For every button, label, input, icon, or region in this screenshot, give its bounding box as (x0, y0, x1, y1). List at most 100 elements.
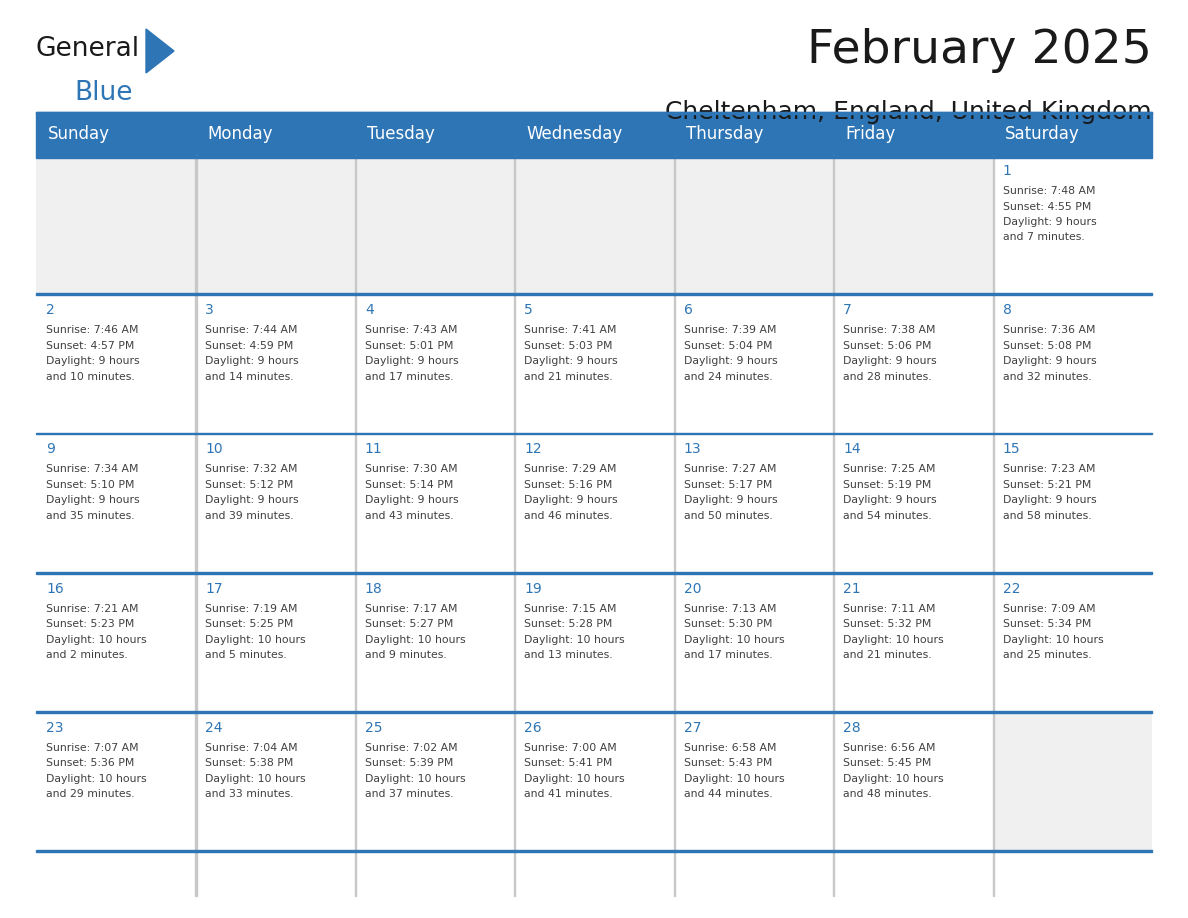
Text: Sunrise: 7:21 AM: Sunrise: 7:21 AM (46, 604, 139, 613)
Text: Sunset: 5:08 PM: Sunset: 5:08 PM (1003, 341, 1091, 351)
Text: Sunset: 5:36 PM: Sunset: 5:36 PM (46, 758, 134, 768)
Text: and 54 minutes.: and 54 minutes. (843, 511, 931, 521)
Text: Sunrise: 7:27 AM: Sunrise: 7:27 AM (684, 465, 776, 475)
Bar (196, 434, 355, 574)
Bar (514, 156, 516, 896)
Text: Sunrise: 7:29 AM: Sunrise: 7:29 AM (524, 465, 617, 475)
Text: Daylight: 9 hours: Daylight: 9 hours (524, 356, 618, 366)
Text: Sunset: 5:28 PM: Sunset: 5:28 PM (524, 619, 613, 629)
Text: Sunset: 5:01 PM: Sunset: 5:01 PM (365, 341, 454, 351)
Text: Daylight: 9 hours: Daylight: 9 hours (365, 496, 459, 506)
Text: and 35 minutes.: and 35 minutes. (46, 511, 134, 521)
Bar (36, 850, 1152, 852)
Text: 3: 3 (206, 303, 214, 318)
Text: Daylight: 10 hours: Daylight: 10 hours (843, 634, 943, 644)
Text: Sunrise: 7:00 AM: Sunrise: 7:00 AM (524, 743, 617, 753)
Bar (196, 296, 355, 434)
Text: Sunset: 5:41 PM: Sunset: 5:41 PM (524, 758, 613, 768)
Bar (36, 112, 1152, 114)
Text: Friday: Friday (845, 125, 896, 143)
Text: 10: 10 (206, 442, 223, 456)
Text: Cheltenham, England, United Kingdom: Cheltenham, England, United Kingdom (665, 100, 1152, 124)
Text: Sunset: 5:45 PM: Sunset: 5:45 PM (843, 758, 931, 768)
Text: 6: 6 (684, 303, 693, 318)
Text: and 28 minutes.: and 28 minutes. (843, 372, 931, 382)
Bar (355, 712, 514, 852)
Text: Daylight: 9 hours: Daylight: 9 hours (524, 496, 618, 506)
Bar (36, 296, 196, 434)
Bar (992, 296, 1152, 434)
Bar (514, 574, 674, 712)
Text: Blue: Blue (74, 80, 133, 106)
Text: and 46 minutes.: and 46 minutes. (524, 511, 613, 521)
Bar (355, 156, 356, 896)
Bar (514, 712, 674, 852)
Bar (196, 574, 355, 712)
Bar (196, 712, 355, 852)
Text: Sunrise: 7:30 AM: Sunrise: 7:30 AM (365, 465, 457, 475)
Text: Sunrise: 7:43 AM: Sunrise: 7:43 AM (365, 325, 457, 335)
Bar (36, 574, 196, 712)
Polygon shape (146, 29, 173, 73)
Bar (992, 156, 994, 896)
Text: Daylight: 9 hours: Daylight: 9 hours (46, 356, 140, 366)
Text: 14: 14 (843, 442, 861, 456)
Text: Daylight: 10 hours: Daylight: 10 hours (684, 774, 784, 784)
Text: and 39 minutes.: and 39 minutes. (206, 511, 295, 521)
Bar (355, 574, 514, 712)
Text: Saturday: Saturday (1005, 125, 1080, 143)
Bar (355, 434, 514, 574)
Text: and 10 minutes.: and 10 minutes. (46, 372, 134, 382)
Text: 24: 24 (206, 721, 223, 734)
Text: Sunrise: 7:41 AM: Sunrise: 7:41 AM (524, 325, 617, 335)
Bar (36, 572, 1152, 574)
Text: 20: 20 (684, 582, 701, 596)
Text: 18: 18 (365, 582, 383, 596)
Text: Sunrise: 7:44 AM: Sunrise: 7:44 AM (206, 325, 298, 335)
Bar (36, 112, 1152, 156)
Text: Sunrise: 7:48 AM: Sunrise: 7:48 AM (1003, 186, 1095, 196)
Text: Sunrise: 7:32 AM: Sunrise: 7:32 AM (206, 465, 298, 475)
Text: Daylight: 10 hours: Daylight: 10 hours (46, 634, 146, 644)
Text: 11: 11 (365, 442, 383, 456)
Text: and 58 minutes.: and 58 minutes. (1003, 511, 1092, 521)
Text: and 33 minutes.: and 33 minutes. (206, 789, 295, 800)
Bar (674, 296, 833, 434)
Bar (514, 434, 674, 574)
Bar (36, 432, 1152, 434)
Text: Sunrise: 7:34 AM: Sunrise: 7:34 AM (46, 465, 139, 475)
Text: Sunset: 5:30 PM: Sunset: 5:30 PM (684, 619, 772, 629)
Text: 26: 26 (524, 721, 542, 734)
Text: Sunrise: 7:46 AM: Sunrise: 7:46 AM (46, 325, 139, 335)
Text: Sunrise: 7:23 AM: Sunrise: 7:23 AM (1003, 465, 1095, 475)
Text: 17: 17 (206, 582, 223, 596)
Text: Daylight: 10 hours: Daylight: 10 hours (524, 634, 625, 644)
Text: Daylight: 9 hours: Daylight: 9 hours (1003, 217, 1097, 227)
Text: Sunrise: 6:56 AM: Sunrise: 6:56 AM (843, 743, 936, 753)
Bar (992, 434, 1152, 574)
Bar (514, 156, 674, 296)
Text: 7: 7 (843, 303, 852, 318)
Bar (833, 574, 992, 712)
Text: 4: 4 (365, 303, 373, 318)
Text: Sunset: 5:19 PM: Sunset: 5:19 PM (843, 480, 931, 490)
Text: Sunset: 5:10 PM: Sunset: 5:10 PM (46, 480, 134, 490)
Text: Sunset: 5:25 PM: Sunset: 5:25 PM (206, 619, 293, 629)
Text: 2: 2 (46, 303, 55, 318)
Text: Daylight: 9 hours: Daylight: 9 hours (206, 496, 299, 506)
Text: Sunset: 5:39 PM: Sunset: 5:39 PM (365, 758, 454, 768)
Text: and 41 minutes.: and 41 minutes. (524, 789, 613, 800)
Bar (36, 711, 1152, 712)
Text: Sunset: 4:57 PM: Sunset: 4:57 PM (46, 341, 134, 351)
Bar (833, 296, 992, 434)
Bar (674, 156, 833, 296)
Text: 13: 13 (684, 442, 701, 456)
Bar (992, 156, 1152, 296)
Text: and 43 minutes.: and 43 minutes. (365, 511, 454, 521)
Text: Sunset: 5:03 PM: Sunset: 5:03 PM (524, 341, 613, 351)
Text: 1: 1 (1003, 164, 1011, 178)
Bar (36, 294, 1152, 296)
Text: 23: 23 (46, 721, 63, 734)
Text: Daylight: 9 hours: Daylight: 9 hours (46, 496, 140, 506)
Text: Daylight: 10 hours: Daylight: 10 hours (46, 774, 146, 784)
